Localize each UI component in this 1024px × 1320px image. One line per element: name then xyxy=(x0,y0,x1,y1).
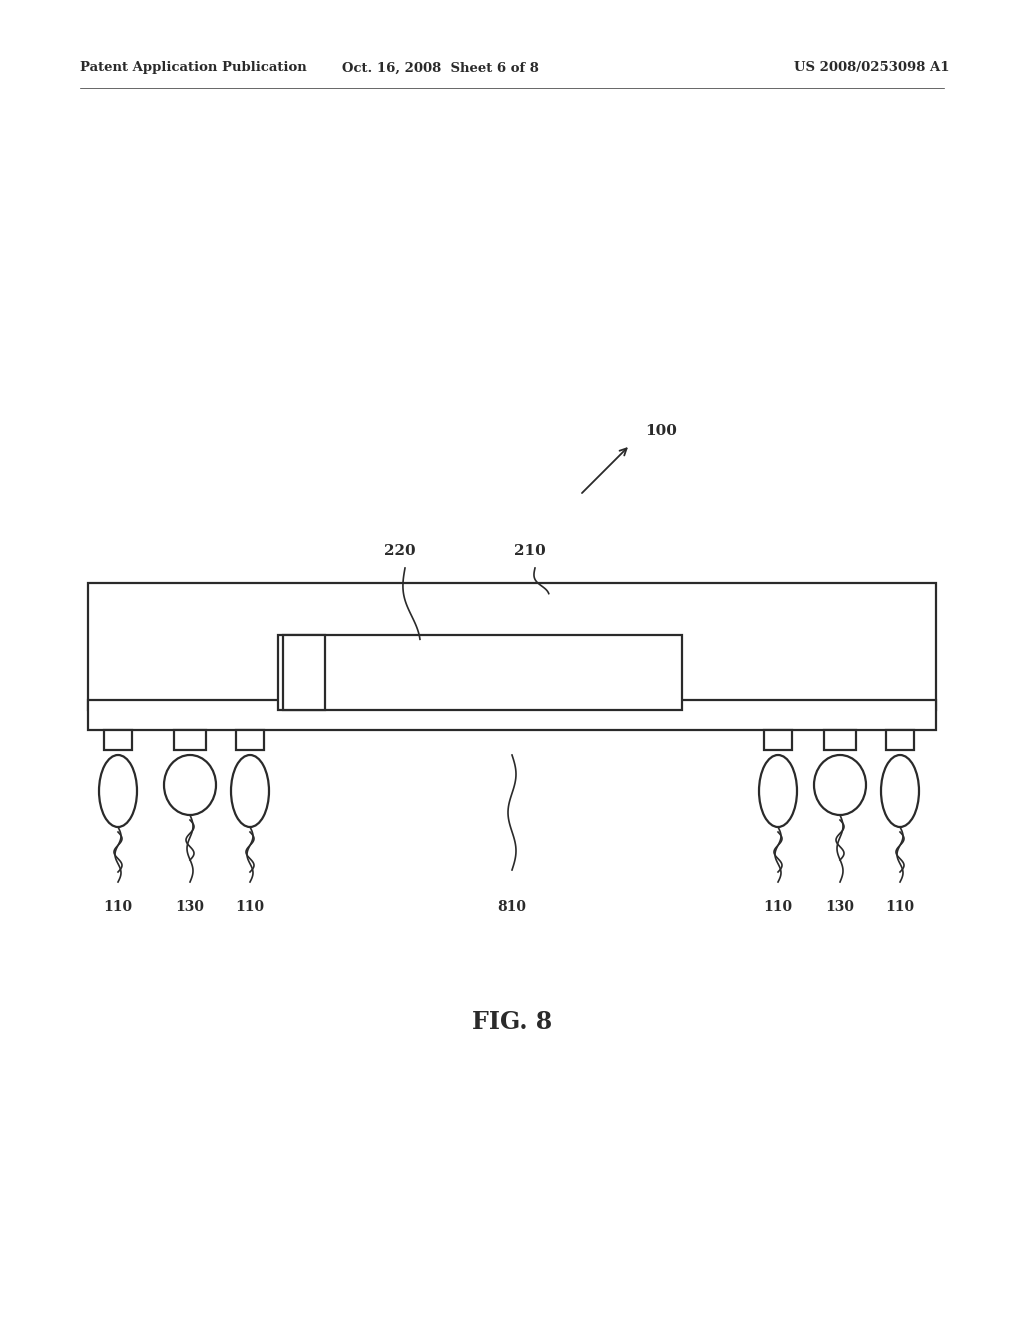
Ellipse shape xyxy=(814,755,866,814)
Bar xyxy=(236,730,264,750)
Text: Oct. 16, 2008  Sheet 6 of 8: Oct. 16, 2008 Sheet 6 of 8 xyxy=(342,62,539,74)
Text: 110: 110 xyxy=(764,900,793,913)
Bar xyxy=(88,700,936,730)
Text: 220: 220 xyxy=(384,544,416,558)
Text: 110: 110 xyxy=(103,900,132,913)
Bar xyxy=(764,730,792,750)
Bar xyxy=(174,730,206,750)
Bar xyxy=(88,583,936,710)
Ellipse shape xyxy=(231,755,269,828)
Bar xyxy=(104,730,132,750)
Text: 810: 810 xyxy=(498,900,526,913)
Ellipse shape xyxy=(759,755,797,828)
Bar xyxy=(886,730,914,750)
Text: FIG. 8: FIG. 8 xyxy=(472,1010,552,1034)
Text: 210: 210 xyxy=(514,544,546,558)
Text: 110: 110 xyxy=(236,900,264,913)
Text: 130: 130 xyxy=(175,900,205,913)
Ellipse shape xyxy=(99,755,137,828)
Text: 110: 110 xyxy=(886,900,914,913)
Bar xyxy=(278,635,682,710)
Text: 130: 130 xyxy=(825,900,854,913)
Bar xyxy=(283,635,325,710)
Text: 100: 100 xyxy=(645,424,677,438)
Ellipse shape xyxy=(881,755,919,828)
Text: US 2008/0253098 A1: US 2008/0253098 A1 xyxy=(795,62,950,74)
Text: Patent Application Publication: Patent Application Publication xyxy=(80,62,307,74)
Ellipse shape xyxy=(164,755,216,814)
Bar xyxy=(824,730,856,750)
